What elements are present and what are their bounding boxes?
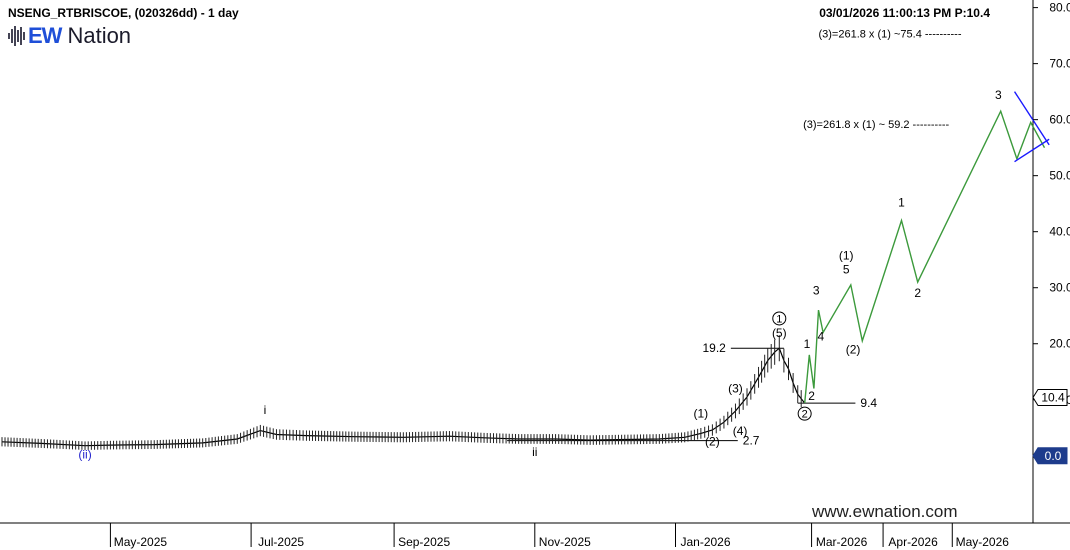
price-tag: 10.4 xyxy=(1032,389,1068,407)
wave-label: (ii) xyxy=(78,448,91,462)
price-tag-box xyxy=(1032,389,1068,407)
level-label: 19.2 xyxy=(702,341,726,355)
series-layer xyxy=(1,91,1050,450)
x-tick-label: Apr-2026 xyxy=(888,535,938,549)
wave-label: i xyxy=(264,403,267,417)
y-tick-label: 30.0 xyxy=(1049,281,1070,295)
triangle-trendline xyxy=(1013,91,1050,146)
fib-annotation: (3)=261.8 x (1) ~ 59.2 ---------- xyxy=(803,119,949,131)
axes: 1 0.0 20.0 30.0 40.0 50.0 60.0 70.0 80.0 May-2025… xyxy=(109,1,1070,549)
projection-path-line xyxy=(804,109,1046,404)
ewnation-logo: EW Nation xyxy=(8,22,131,50)
price-tag-label: 0.0 xyxy=(1045,449,1062,463)
y-tick-label: 80.0 xyxy=(1049,1,1070,15)
y-tick-label: 60.0 xyxy=(1049,113,1070,127)
level-label: 9.4 xyxy=(860,396,877,410)
wave-label: 1 xyxy=(776,313,782,325)
y-tick-label: 40.0 xyxy=(1049,225,1070,239)
wave-label: (2) xyxy=(705,435,720,449)
circle-marker xyxy=(797,406,812,421)
logo-brand-suffix: Nation xyxy=(67,23,132,48)
wave-label: 2 xyxy=(914,286,921,300)
logo-bars-icon xyxy=(8,26,25,46)
wave-label: (5) xyxy=(772,326,787,340)
x-tick-label: May-2026 xyxy=(956,535,1010,549)
circle-marker xyxy=(772,311,787,326)
chart-title: NSENG_RTBRISCOE, (020326dd) - 1 day xyxy=(8,6,239,20)
wave-label: (1) xyxy=(694,407,709,421)
wave-label: (2) xyxy=(846,342,861,356)
price-tag-label: 10.4 xyxy=(1041,391,1065,405)
wave-label: (3) xyxy=(728,381,743,395)
wave-label: (1) xyxy=(839,249,854,263)
price-tag: 0.0 xyxy=(1032,447,1068,465)
price-series-line xyxy=(1,347,806,447)
wave-label: 4 xyxy=(817,329,824,343)
y-tick-label: 50.0 xyxy=(1049,169,1070,183)
wave-label: 2 xyxy=(802,409,808,421)
wave-label: 3 xyxy=(813,283,820,297)
y-tick-label: 70.0 xyxy=(1049,57,1070,71)
logo-brand-prefix: EW xyxy=(28,23,62,48)
wave-label: 1 xyxy=(898,195,905,209)
wave-label: (4) xyxy=(733,424,748,438)
circled-wave-label: 2 xyxy=(797,406,812,421)
wave-label: ii xyxy=(532,445,537,459)
y-tick-label: 20.0 xyxy=(1049,337,1070,351)
wave-label: 2 xyxy=(808,389,815,403)
wave-label: 5 xyxy=(843,263,850,277)
level-label: 2.7 xyxy=(743,434,760,448)
circled-wave-label: 1 xyxy=(772,311,787,326)
website-watermark: www.ewnation.com xyxy=(812,502,958,521)
timestamp-price: 03/01/2026 11:00:13 PM P:10.4 xyxy=(819,6,990,20)
x-tick-label: May-2025 xyxy=(114,535,168,549)
level-lines: 19.2 9.4 2.7 xyxy=(507,341,877,448)
fib-annotation: (3)=261.8 x (1) ~75.4 ---------- xyxy=(818,28,961,40)
x-tick-label: Jul-2025 xyxy=(258,535,304,549)
price-tag-box xyxy=(1032,447,1068,465)
x-tick-label: Nov-2025 xyxy=(539,535,591,549)
x-tick-label: Jan-2026 xyxy=(680,535,730,549)
wave-label: 1 xyxy=(804,337,811,351)
x-tick-label: Mar-2026 xyxy=(816,535,868,549)
wave-labels: (3)=261.8 x (1) ~75.4 ---------- (3)=261.… xyxy=(78,28,1002,461)
x-tick-label: Sep-2025 xyxy=(398,535,450,549)
wave-label: 3 xyxy=(995,88,1002,102)
triangle-trendline xyxy=(1014,138,1050,163)
